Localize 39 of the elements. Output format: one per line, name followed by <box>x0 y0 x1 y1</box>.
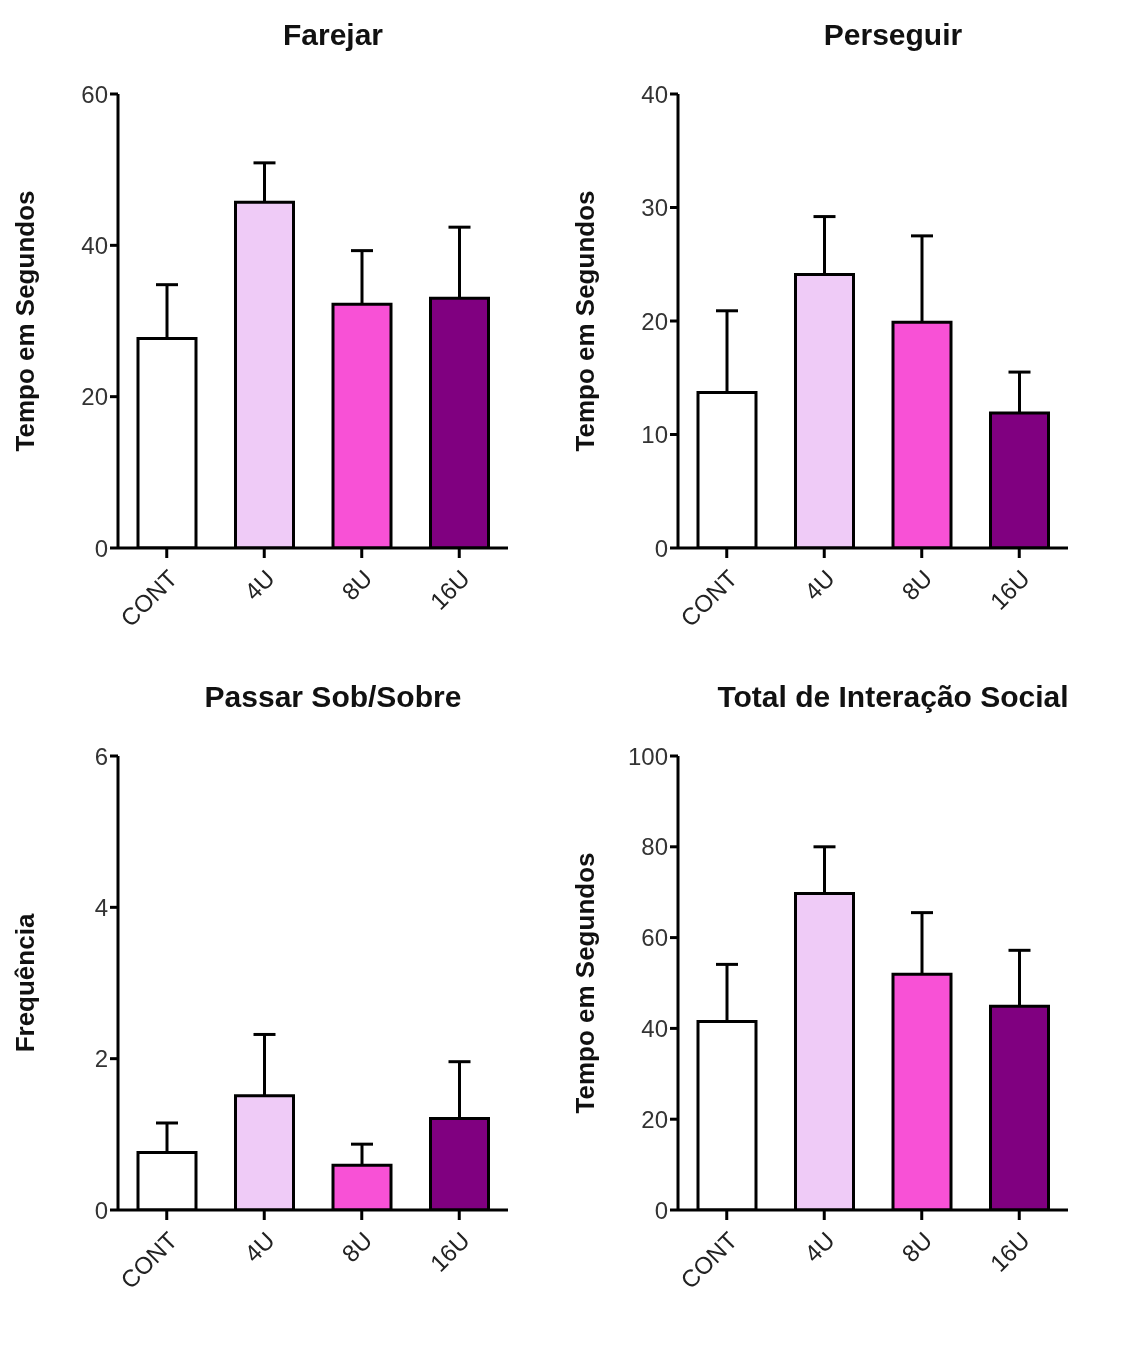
y-tick-label: 40 <box>641 1014 668 1042</box>
y-axis-title: Tempo em Segundos <box>10 190 41 452</box>
y-tick-label: 0 <box>94 534 108 562</box>
chart-title: Farejar <box>281 17 385 53</box>
y-tick-label: 100 <box>627 742 668 770</box>
y-tick-label: 2 <box>94 1045 108 1073</box>
x-tick-label: 16U <box>984 1226 1035 1277</box>
x-tick-label: 4U <box>799 1226 840 1268</box>
x-tick-label: 8U <box>896 1226 938 1268</box>
chart-title: Total de Interação Social <box>716 679 1070 715</box>
y-axis-title: Tempo em Segundos <box>570 852 601 1114</box>
x-tick-label: 4U <box>239 564 280 606</box>
y-tick-label: 40 <box>81 231 108 259</box>
y-tick-label: 6 <box>94 742 108 770</box>
x-tick-label: 16U <box>984 564 1035 615</box>
y-tick-label: 30 <box>641 194 668 222</box>
x-tick-label: 8U <box>336 1226 378 1268</box>
y-tick-label: 0 <box>654 1196 668 1224</box>
x-tick-label: 8U <box>336 564 378 606</box>
y-tick-label: 4 <box>94 893 108 921</box>
y-tick-label: 60 <box>641 924 668 952</box>
y-tick-label: 20 <box>641 307 668 335</box>
x-tick-label: 4U <box>799 564 840 606</box>
chart-title: Passar Sob/Sobre <box>203 679 463 715</box>
y-tick-label: 60 <box>81 80 108 108</box>
y-tick-label: 0 <box>94 1196 108 1224</box>
x-tick-label: 16U <box>424 564 475 615</box>
y-tick-label: 20 <box>641 1105 668 1133</box>
x-tick-label: 16U <box>424 1226 475 1277</box>
chart-title: Perseguir <box>822 17 964 53</box>
y-axis-title: Tempo em Segundos <box>570 190 601 452</box>
x-tick-label: 4U <box>239 1226 280 1268</box>
x-tick-label: 8U <box>896 564 938 606</box>
y-tick-label: 80 <box>641 833 668 861</box>
y-axis-title: Frequência <box>10 913 41 1053</box>
y-tick-label: 0 <box>654 534 668 562</box>
y-tick-label: 10 <box>641 421 668 449</box>
y-tick-label: 20 <box>81 383 108 411</box>
y-tick-label: 40 <box>641 80 668 108</box>
